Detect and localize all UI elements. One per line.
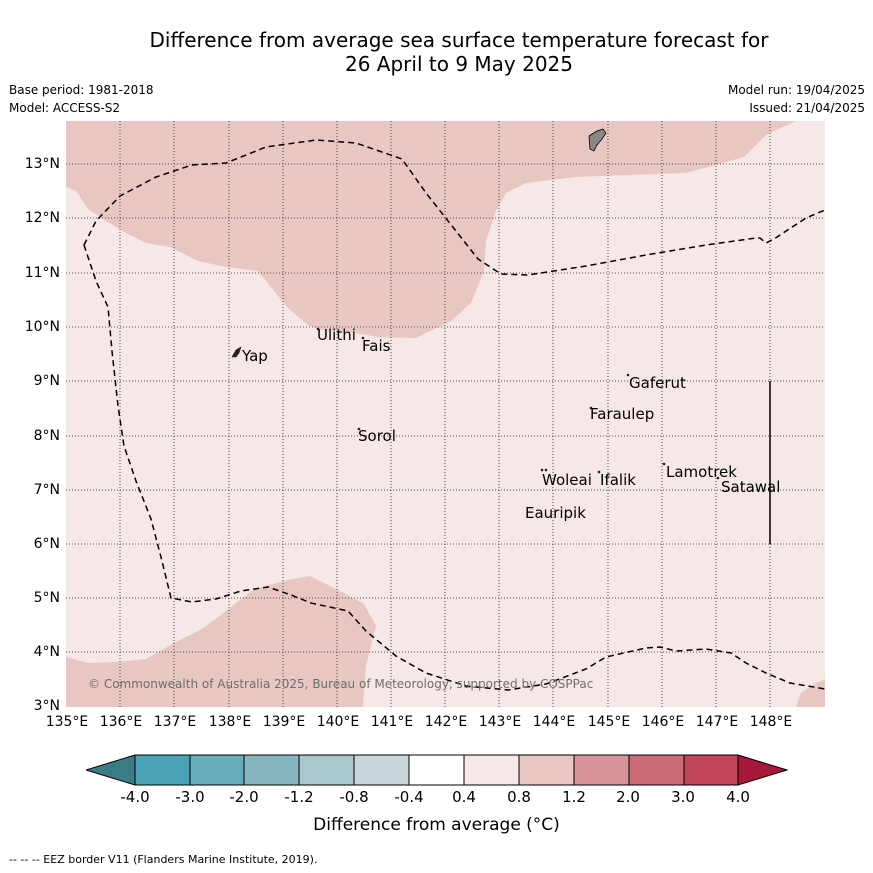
anomaly-warm-band-southeast: [796, 679, 825, 707]
colorbar-extend-high: [737, 754, 788, 786]
lat-label-10n: 10°N: [24, 319, 60, 335]
island-label-faraulep: Faraulep: [590, 405, 655, 423]
colorbar-extend-low: [86, 754, 136, 786]
lat-label-11n: 11°N: [24, 265, 60, 281]
island-label-lamotrek: Lamotrek: [666, 463, 737, 481]
lat-label-12n: 12°N: [24, 210, 60, 226]
issued-date: Issued: 21/04/2025: [749, 101, 865, 115]
faraulep-atoll-icon: [589, 406, 593, 410]
anomaly-warm-band-south: [66, 576, 376, 707]
colorbar-segment-4: [298, 754, 355, 786]
colorbar-tick-6: -0.4: [394, 788, 424, 806]
woleai-atoll-icon: [540, 468, 544, 472]
lon-label-147e: 147°E: [695, 714, 739, 730]
island-label-satawal: Satawal: [721, 478, 781, 496]
colorbar-segment-11: [683, 754, 739, 786]
eez-border: [83, 139, 825, 276]
lat-label-5n: 5°N: [33, 590, 60, 606]
colorbar-segment-1: [134, 754, 191, 786]
colorbar-tick-9: 1.2: [562, 788, 586, 806]
colorbar-tick-5: -0.8: [339, 788, 369, 806]
colorbar-tick-10: 2.0: [616, 788, 640, 806]
base-period: Base period: 1981-2018: [9, 83, 154, 97]
gaferut-island-icon: [626, 373, 630, 377]
colorbar-segment-7: [463, 754, 520, 786]
islands: [231, 128, 720, 480]
colorbar-tick-4: -1.2: [284, 788, 314, 806]
graticule: [66, 121, 825, 707]
colorbar-segment-3: [243, 754, 300, 786]
ifalik-atoll-icon: [597, 470, 601, 474]
lat-label-8n: 8°N: [33, 428, 60, 444]
woleai-atoll-icon-2: [544, 468, 548, 472]
lamotrek-atoll-icon: [662, 462, 666, 466]
lat-label-4n: 4°N: [33, 644, 60, 660]
island-label-yap: Yap: [242, 347, 268, 365]
colorbar-tick-1: -4.0: [120, 788, 150, 806]
lon-label-145e: 145°E: [587, 714, 631, 730]
lat-label-6n: 6°N: [33, 536, 60, 552]
colorbar-label: Difference from average (°C): [313, 815, 560, 835]
map-svg: [66, 121, 825, 707]
colorbar-segment-8: [518, 754, 575, 786]
lon-label-142e: 142°E: [424, 714, 468, 730]
colorbar: [86, 754, 788, 786]
colorbar-tick-11: 3.0: [671, 788, 695, 806]
anomaly-warm-band-north: [66, 121, 796, 338]
lat-label-3n: 3°N: [33, 698, 60, 714]
island-label-gaferut: Gaferut: [629, 374, 686, 392]
lon-label-135e: 135°E: [45, 714, 89, 730]
colorbar-tick-8: 0.8: [507, 788, 531, 806]
meta-right: Model run: 19/04/2025 Issued: 21/04/2025: [728, 81, 865, 117]
map-area: [66, 121, 825, 707]
lon-label-146e: 146°E: [641, 714, 685, 730]
lon-label-148e: 148°E: [749, 714, 793, 730]
colorbar-tick-12: 4.0: [726, 788, 750, 806]
lon-label-143e: 143°E: [478, 714, 522, 730]
island-label-woleai: Woleai: [542, 471, 592, 489]
lon-label-141e: 141°E: [370, 714, 414, 730]
colorbar-segment-2: [189, 754, 245, 786]
guam-island-icon: [588, 128, 607, 152]
lon-label-144e: 144°E: [532, 714, 576, 730]
island-label-ifalik: Ifalik: [600, 471, 636, 489]
island-label-fais: Fais: [362, 337, 391, 355]
lat-label-7n: 7°N: [33, 482, 60, 498]
meta-left: Base period: 1981-2018 Model: ACCESS-S2: [9, 81, 154, 117]
lon-label-139e: 139°E: [262, 714, 306, 730]
title-line-1: Difference from average sea surface temp…: [149, 28, 769, 52]
colorbar-tick-7: 0.4: [452, 788, 476, 806]
colorbar-segment-10: [628, 754, 685, 786]
fais-island-icon: [361, 336, 365, 340]
satawal-island-icon: [716, 476, 720, 480]
lon-label-140e: 140°E: [316, 714, 360, 730]
lat-label-9n: 9°N: [33, 373, 60, 389]
island-label-eauripik: Eauripik: [525, 504, 586, 522]
colorbar-segment-9: [573, 754, 630, 786]
ulithi-atoll-icon: [316, 327, 320, 331]
colorbar-tick-3: -2.0: [229, 788, 259, 806]
map-copyright: © Commonwealth of Australia 2025, Bureau…: [88, 677, 594, 691]
lon-label-138e: 138°E: [208, 714, 252, 730]
model-run: Model run: 19/04/2025: [727, 83, 865, 97]
lon-label-136e: 136°E: [99, 714, 143, 730]
colorbar-segment-6: [408, 754, 465, 786]
colorbar-tick-2: -3.0: [175, 788, 205, 806]
island-label-ulithi: Ulithi: [317, 326, 356, 344]
map-title: Difference from average sea surface temp…: [0, 28, 873, 76]
eez-footnote: -- -- -- EEZ border V11 (Flanders Marine…: [9, 853, 318, 866]
model-name: Model: ACCESS-S2: [9, 101, 121, 115]
lon-label-137e: 137°E: [153, 714, 197, 730]
lat-label-13n: 13°N: [24, 156, 60, 172]
island-label-sorol: Sorol: [358, 427, 396, 445]
eez-border-west: [83, 244, 825, 691]
title-line-2: 26 April to 9 May 2025: [345, 52, 573, 76]
sorol-atoll-icon: [357, 427, 361, 431]
yap-island-icon: [231, 346, 242, 358]
colorbar-segment-5: [353, 754, 410, 786]
